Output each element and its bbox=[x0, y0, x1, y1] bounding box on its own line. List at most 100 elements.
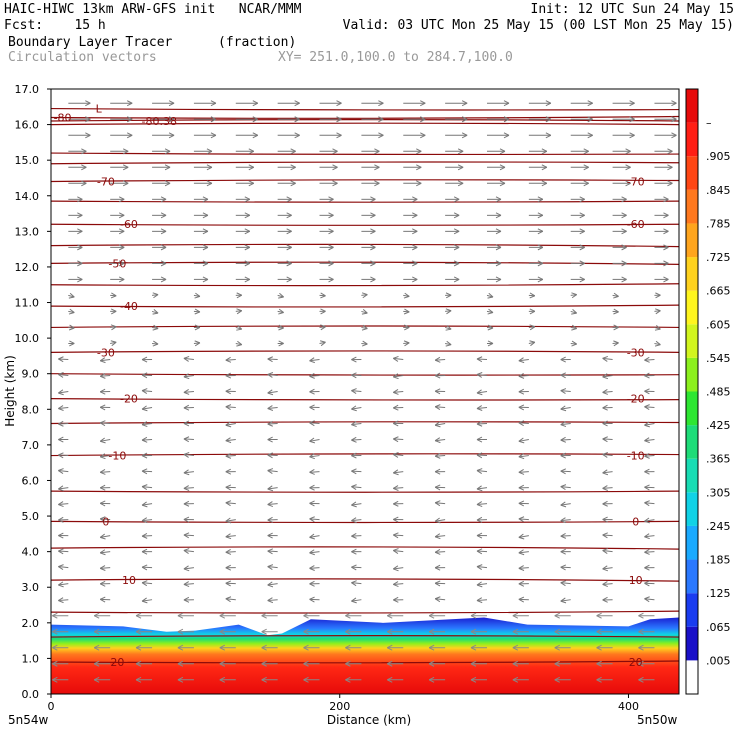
wind-vector-head bbox=[644, 596, 650, 603]
wind-vector-head bbox=[99, 404, 106, 411]
wind-vector-head bbox=[392, 581, 399, 588]
wind-vector bbox=[267, 407, 278, 410]
wind-vector-head bbox=[495, 244, 502, 251]
wind-vector-head bbox=[267, 581, 274, 588]
plot-frame bbox=[50, 88, 680, 695]
y-tick-label: 3.0 bbox=[22, 581, 40, 594]
wind-vector-head bbox=[644, 580, 650, 587]
wind-vector-head bbox=[476, 372, 483, 378]
wind-vector-head bbox=[663, 276, 669, 283]
wind-vector-head bbox=[644, 468, 650, 475]
wind-vector-head bbox=[541, 148, 548, 155]
wind-vector-head bbox=[225, 404, 232, 411]
wind-vector-head bbox=[286, 276, 292, 283]
wind-vector-head bbox=[177, 612, 184, 619]
wind-vector-head bbox=[495, 276, 502, 283]
wind-vector-head bbox=[152, 292, 159, 299]
wind-vector-head bbox=[663, 212, 669, 219]
wind-vector-head bbox=[351, 356, 357, 363]
wind-vector bbox=[225, 439, 236, 442]
wind-vector-head bbox=[118, 228, 125, 235]
wind-vector-head bbox=[309, 596, 315, 603]
wind-vector-head bbox=[387, 628, 393, 635]
wind-vector-head bbox=[374, 148, 380, 155]
wind-vector-head bbox=[560, 356, 566, 363]
wind-vector-head bbox=[194, 324, 201, 331]
wind-vector-head bbox=[332, 164, 338, 171]
wind-vector-head bbox=[596, 660, 602, 667]
header-valid-time: Valid: 03 UTC Mon 25 May 15 (00 LST Mon … bbox=[342, 18, 734, 33]
wind-vector-head bbox=[152, 340, 159, 347]
wind-vector bbox=[644, 502, 655, 505]
wind-vector-head bbox=[621, 260, 627, 267]
wind-vector-head bbox=[183, 500, 190, 507]
wind-vector-head bbox=[476, 597, 483, 604]
wind-vector-head bbox=[309, 484, 315, 491]
wind-vector-head bbox=[644, 517, 650, 524]
wind-vector-head bbox=[135, 644, 142, 651]
wind-vector-head bbox=[122, 180, 129, 187]
wind-vector bbox=[560, 566, 571, 569]
wind-vector-head bbox=[328, 244, 334, 251]
wind-vector-head bbox=[81, 164, 87, 171]
wind-vector bbox=[58, 391, 69, 394]
wind-vector-head bbox=[476, 581, 483, 588]
wind-vector-head bbox=[495, 228, 502, 235]
wind-vector-head bbox=[122, 164, 129, 171]
wind-vector-head bbox=[412, 276, 418, 283]
wind-vector bbox=[309, 455, 320, 458]
wind-vector-head bbox=[177, 660, 184, 667]
wind-vector-head bbox=[219, 612, 226, 619]
wind-vector-head bbox=[336, 100, 342, 107]
wind-vector-head bbox=[236, 325, 243, 331]
wind-vector-head bbox=[225, 437, 232, 444]
wind-vector-head bbox=[336, 116, 342, 123]
wind-vector-head bbox=[309, 420, 315, 427]
wind-vector-head bbox=[160, 276, 167, 283]
wind-vector-head bbox=[518, 596, 525, 603]
wind-vector bbox=[58, 583, 69, 586]
contour-line bbox=[51, 490, 679, 493]
wind-vector-head bbox=[93, 644, 100, 651]
wind-vector-head bbox=[290, 164, 296, 171]
wind-vector-head bbox=[392, 389, 399, 395]
wind-vector-head bbox=[434, 421, 441, 428]
wind-vector-head bbox=[183, 485, 190, 491]
wind-vector bbox=[602, 487, 613, 489]
wind-vector-head bbox=[361, 308, 368, 315]
wind-vector-head bbox=[644, 356, 650, 363]
contour-line bbox=[51, 283, 679, 287]
contour-label: 20 bbox=[110, 656, 124, 669]
wind-vector-head bbox=[602, 420, 608, 427]
wind-vector bbox=[100, 439, 111, 442]
y-tick-label: 16.0 bbox=[15, 119, 40, 132]
wind-vector-head bbox=[248, 148, 255, 155]
wind-vector bbox=[351, 535, 362, 537]
wind-vector-head bbox=[476, 405, 483, 411]
wind-vector-head bbox=[290, 180, 296, 187]
contour-line bbox=[51, 578, 679, 582]
contour-label: 0 bbox=[632, 515, 639, 528]
wind-vector-head bbox=[453, 228, 460, 235]
wind-vector-head bbox=[420, 116, 426, 123]
wind-vector-head bbox=[470, 612, 477, 619]
wind-vector-head bbox=[118, 244, 125, 251]
wind-vector bbox=[142, 423, 153, 426]
wind-vector-head bbox=[99, 533, 106, 540]
wind-vector-head bbox=[434, 564, 441, 571]
wind-vector-head bbox=[470, 660, 477, 667]
wind-vector-head bbox=[613, 292, 619, 299]
wind-vector-head bbox=[545, 116, 552, 123]
wind-vector-head bbox=[602, 516, 608, 523]
wind-vector-head bbox=[412, 228, 418, 235]
wind-vector-head bbox=[453, 244, 460, 251]
wind-vector-head bbox=[122, 148, 129, 155]
wind-vector-head bbox=[99, 580, 106, 587]
wind-vector bbox=[602, 438, 613, 441]
wind-vector bbox=[183, 438, 194, 441]
wind-vector bbox=[435, 535, 446, 538]
wind-vector-head bbox=[495, 196, 502, 203]
wind-vector-head bbox=[537, 276, 544, 283]
contour-label: -80.38 bbox=[142, 115, 177, 128]
y-tick-label: 17.0 bbox=[15, 83, 40, 96]
